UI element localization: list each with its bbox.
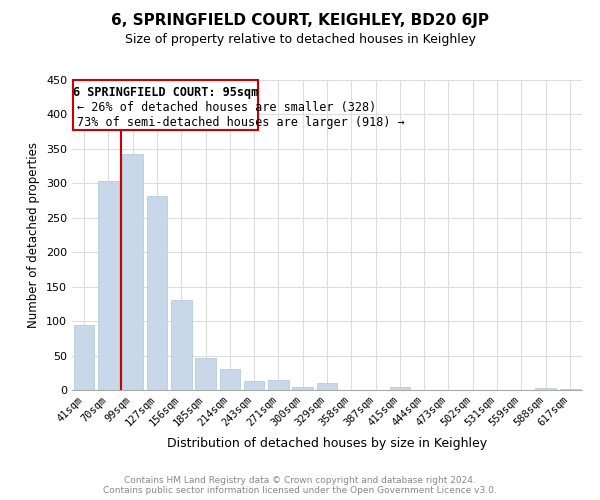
Bar (292, 386, 313, 390)
Bar (98, 182, 119, 390)
Bar (146, 196, 167, 390)
Bar (171, 300, 191, 390)
Bar (317, 383, 337, 390)
Text: Contains HM Land Registry data © Crown copyright and database right 2024.
Contai: Contains HM Land Registry data © Crown c… (103, 476, 497, 495)
X-axis label: Distribution of detached houses by size in Keighley: Distribution of detached houses by size … (167, 437, 487, 450)
Bar (389, 386, 410, 390)
Bar (220, 370, 240, 390)
Y-axis label: Number of detached properties: Number of detached properties (28, 142, 40, 328)
Bar (195, 358, 216, 390)
Bar (535, 388, 556, 390)
Text: Size of property relative to detached houses in Keighley: Size of property relative to detached ho… (125, 32, 475, 46)
Text: 73% of semi-detached houses are larger (918) →: 73% of semi-detached houses are larger (… (77, 116, 404, 129)
FancyBboxPatch shape (73, 80, 258, 130)
Text: ← 26% of detached houses are smaller (328): ← 26% of detached houses are smaller (32… (77, 100, 376, 114)
Bar (560, 388, 580, 390)
Text: 6 SPRINGFIELD COURT: 95sqm: 6 SPRINGFIELD COURT: 95sqm (73, 86, 258, 98)
Bar (122, 154, 143, 390)
Bar (268, 380, 289, 390)
Bar (74, 324, 94, 390)
Bar (244, 381, 265, 390)
Text: 6, SPRINGFIELD COURT, KEIGHLEY, BD20 6JP: 6, SPRINGFIELD COURT, KEIGHLEY, BD20 6JP (111, 12, 489, 28)
